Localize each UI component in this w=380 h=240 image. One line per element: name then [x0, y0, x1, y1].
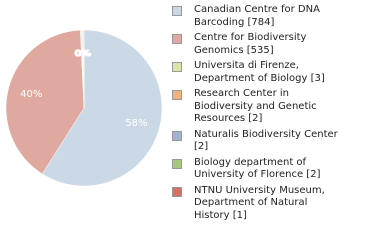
legend-item: Naturalis Biodiversity Center [2] [172, 129, 372, 154]
legend-swatch [172, 158, 182, 169]
pie: 58%40%0%0%0%0%0% [5, 29, 163, 187]
legend-item: Universita di Firenze, Department of Bio… [172, 60, 372, 85]
legend-label: Universita di Firenze, Department of Bio… [194, 60, 325, 84]
legend: Canadian Centre for DNA Barcoding [784] C… [172, 4, 372, 222]
legend-label: Research Center in Biodiversity and Gene… [194, 88, 317, 124]
legend-item: Canadian Centre for DNA Barcoding [784] [172, 4, 372, 29]
legend-label: NTNU University Museum, Department of Na… [194, 184, 325, 221]
slice-label: 0% [75, 48, 91, 59]
pie-slice [41, 29, 163, 187]
slice-label: 0% [75, 48, 91, 59]
legend-label: Biology department of University of Flor… [194, 156, 321, 181]
slice-label: 40% [20, 89, 42, 100]
legend-item: NTNU University Museum, Department of Na… [172, 185, 372, 223]
legend-item: Centre for Biodiversity Genomics [535] [172, 32, 372, 57]
slice-label: 58% [125, 118, 147, 129]
slice-label: 0% [74, 48, 90, 59]
legend-item: Research Center in Biodiversity and Gene… [172, 88, 372, 126]
legend-label: Naturalis Biodiversity Center [2] [194, 128, 338, 153]
pie-slice [5, 29, 85, 175]
legend-item: Biology department of University of Flor… [172, 157, 372, 182]
legend-swatch [172, 62, 182, 72]
slice-label: 0% [76, 48, 92, 59]
legend-label: Centre for Biodiversity Genomics [535] [194, 32, 307, 56]
legend-swatch [172, 130, 182, 141]
slice-label: 0% [76, 48, 92, 59]
legend-swatch [172, 6, 182, 16]
legend-swatch [172, 90, 182, 100]
legend-label: Canadian Centre for DNA Barcoding [784] [194, 4, 320, 28]
legend-swatch [172, 34, 182, 44]
legend-swatch [172, 186, 182, 197]
